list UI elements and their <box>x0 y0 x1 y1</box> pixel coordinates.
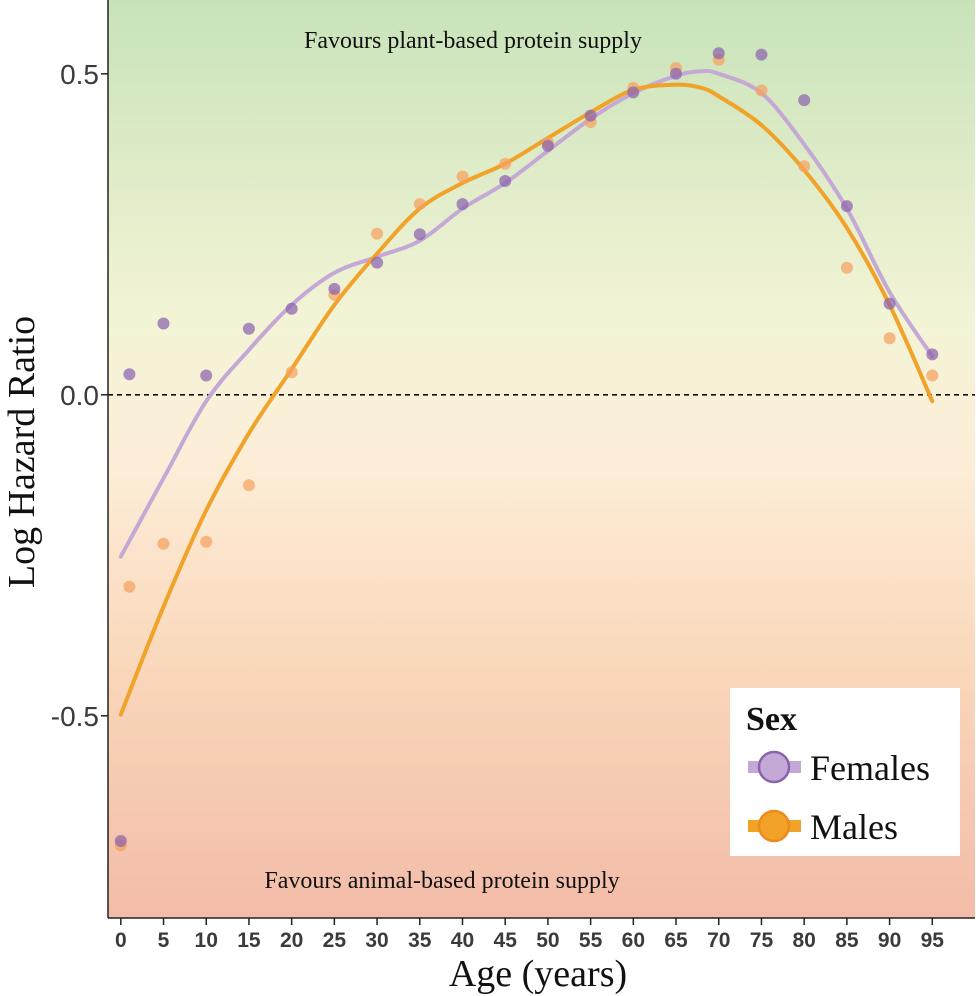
point-males-1 <box>123 580 136 593</box>
legend-title: Sex <box>746 701 797 738</box>
point-males-3 <box>200 535 213 548</box>
legend-label-males: Males <box>810 807 898 847</box>
legend-key-males-marker <box>757 809 791 843</box>
point-males-19 <box>883 332 896 345</box>
legend: Sex Females Males <box>730 688 960 856</box>
x-tick-label: 50 <box>536 929 559 952</box>
x-tick-label: 70 <box>707 929 730 952</box>
point-females-20 <box>926 348 939 361</box>
x-tick-label: 90 <box>878 929 901 952</box>
x-tick-label: 55 <box>579 929 603 952</box>
legend-label-females: Females <box>810 748 930 788</box>
point-females-17 <box>798 94 811 107</box>
x-tick-label: 40 <box>451 929 474 952</box>
y-tick-label: -0.5 <box>51 701 99 732</box>
point-males-16 <box>755 84 768 97</box>
point-males-20 <box>926 369 939 382</box>
point-females-14 <box>670 67 682 80</box>
x-tick-label: 85 <box>835 929 859 952</box>
x-tick-label: 0 <box>115 929 127 952</box>
point-males-9 <box>456 170 469 183</box>
x-tick-label: 20 <box>280 929 303 952</box>
point-females-11 <box>541 139 554 152</box>
x-axis-ticks: 0 5 10 15 20 25 30 35 40 45 50 55 60 65 70 75 80 85 90 95 <box>115 918 944 952</box>
point-females-2 <box>157 317 170 330</box>
x-tick-label: 25 <box>323 929 347 952</box>
point-females-1 <box>123 368 136 381</box>
point-females-6 <box>328 282 341 295</box>
point-males-8 <box>413 198 426 211</box>
point-males-5 <box>285 366 298 379</box>
data-points <box>114 47 939 852</box>
x-tick-label: 95 <box>921 929 945 952</box>
x-tick-label: 35 <box>408 929 432 952</box>
x-axis-title: Age (years) <box>449 953 627 995</box>
x-tick-label: 15 <box>237 929 261 952</box>
y-axis-title: Log Hazard Ratio <box>1 316 43 588</box>
point-females-19 <box>883 297 896 310</box>
point-females-7 <box>371 256 384 269</box>
x-tick-label: 65 <box>664 929 688 952</box>
point-females-13 <box>627 86 640 99</box>
x-tick-label: 45 <box>494 929 518 952</box>
point-males-2 <box>157 537 170 550</box>
point-females-16 <box>755 48 768 61</box>
x-tick-label: 80 <box>792 929 815 952</box>
x-tick-label: 60 <box>622 929 645 952</box>
point-females-4 <box>242 322 255 335</box>
point-females-10 <box>499 175 512 187</box>
point-females-15 <box>712 47 725 60</box>
y-tick-label: 0.0 <box>60 380 99 411</box>
point-males-7 <box>371 227 384 240</box>
x-tick-label: 75 <box>750 929 774 952</box>
point-females-18 <box>840 200 853 213</box>
point-females-5 <box>285 302 298 315</box>
point-females-12 <box>584 109 597 122</box>
bottom-annotation: Favours animal-based protein supply <box>264 868 619 894</box>
point-females-0 <box>114 835 127 847</box>
point-females-8 <box>413 228 426 241</box>
legend-key-females-marker <box>757 750 791 784</box>
y-tick-label: 0.5 <box>60 59 99 90</box>
y-axis-ticks: -0.5 0.0 0.5 <box>51 59 108 732</box>
point-females-9 <box>456 198 469 211</box>
top-annotation: Favours plant-based protein supply <box>304 28 642 54</box>
point-females-3 <box>200 369 213 382</box>
point-males-18 <box>840 261 853 274</box>
x-tick-label: 10 <box>195 929 218 952</box>
point-males-10 <box>499 157 512 170</box>
point-males-17 <box>798 160 811 173</box>
x-tick-label: 5 <box>158 929 170 952</box>
point-males-4 <box>242 479 255 492</box>
x-tick-label: 30 <box>365 929 388 952</box>
